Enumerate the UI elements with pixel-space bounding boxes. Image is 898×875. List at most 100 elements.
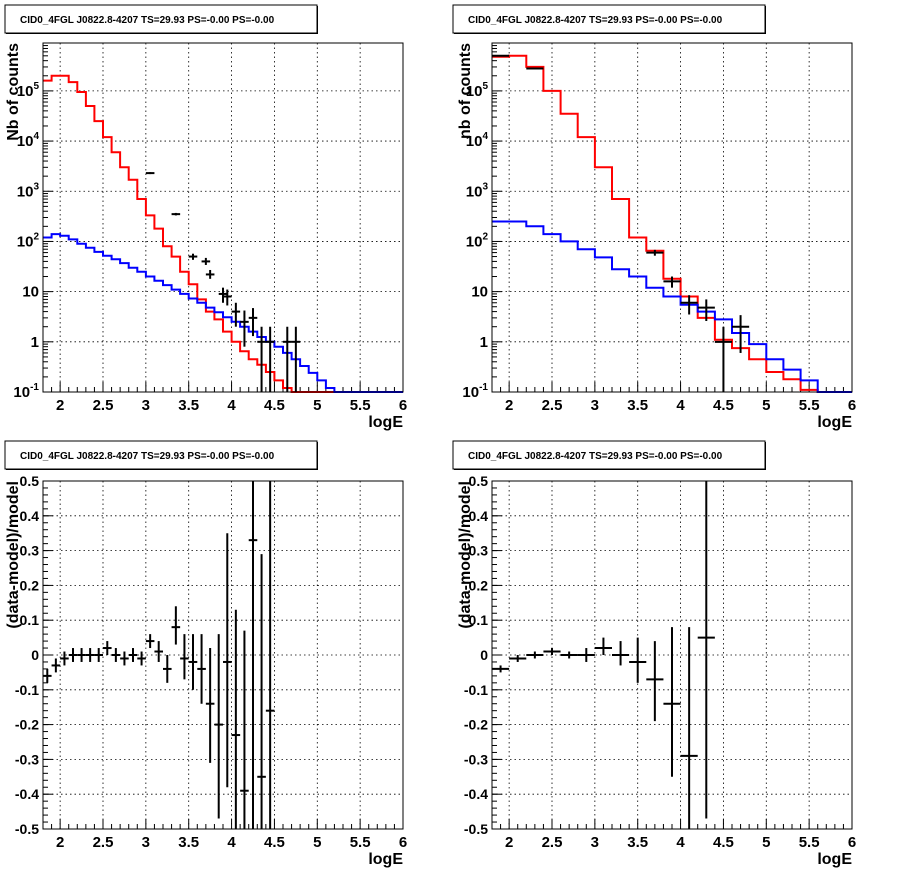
data-point [257,326,266,392]
series-red-step-line [43,74,403,393]
y-axis-label: (data-model)/model [457,481,474,629]
data-point [612,641,630,666]
data-point [732,315,750,353]
data-point [240,310,249,347]
x-tick-label: 5 [762,397,770,414]
title-box [452,440,766,470]
data-point [163,655,172,683]
chart-panel-4: CID0_4FGL J0822.8-4207 TS=29.93 PS=-0.00… [452,440,856,868]
data-point [137,651,146,666]
x-axis-label: logE [368,851,403,868]
x-tick-label: 4 [227,397,236,414]
data-point [629,637,647,683]
y-tick-label: 0.3 [469,543,489,559]
data-point [257,554,266,829]
data-point [680,627,698,829]
data-point [646,249,664,256]
x-tick-label: 3.5 [627,834,648,851]
y-tick-label: 0.3 [20,543,40,559]
y-tick-label: 102 [466,231,489,250]
data-point [94,648,103,662]
data-point [197,634,206,704]
x-tick-label: 3.5 [178,834,199,851]
data-point [223,289,232,306]
x-tick-label: 3 [591,397,599,414]
data-point [43,668,52,683]
x-tick-label: 4.5 [713,397,734,414]
y-tick-label: 0 [480,647,488,663]
x-tick-label: 4.5 [264,397,285,414]
x-tick-label: 5.5 [350,834,371,851]
y-tick-label: 0.2 [469,577,489,593]
x-tick-label: 3.5 [178,397,199,414]
data-point [509,655,527,662]
y-tick-label: 0.1 [20,612,40,628]
x-tick-label: 5 [313,834,321,851]
x-tick-label: 2 [56,834,64,851]
data-point [543,648,561,655]
data-point [145,172,155,175]
y-axis-label: nb of counts [457,43,474,139]
x-tick-label: 2.5 [93,834,114,851]
y-tick-label: 103 [17,181,40,200]
x-tick-label: 3 [142,397,150,414]
data-point [697,299,715,321]
x-tick-label: 3 [142,834,150,851]
chart-title: CID0_4FGL J0822.8-4207 TS=29.93 PS=-0.00… [20,15,275,26]
y-tick-label: 105 [17,81,40,100]
x-tick-label: 2 [56,397,64,414]
plot-frame [491,480,853,830]
y-tick-label: -0.4 [464,786,488,802]
x-tick-label: 5 [313,397,321,414]
plot-frame [42,42,404,393]
chart-title: CID0_4FGL J0822.8-4207 TS=29.93 PS=-0.00… [20,451,275,462]
data-point [265,481,275,829]
y-axis-label: (data-model)/model [5,481,22,629]
data-point [714,326,732,392]
data-point [180,634,189,680]
chart-panel-1: CID0_4FGL J0822.8-4207 TS=29.93 PS=-0.00… [4,4,407,431]
y-tick-label: 0.4 [469,508,489,524]
x-tick-label: 4 [227,834,236,851]
chart-panel-3: CID0_4FGL J0822.8-4207 TS=29.93 PS=-0.00… [4,440,407,868]
data-point [492,665,510,673]
y-tick-label: 1 [31,334,39,351]
chart-title: CID0_4FGL J0822.8-4207 TS=29.93 PS=-0.00… [468,451,723,462]
data-point [188,634,198,690]
chart-panel-2: CID0_4FGL J0822.8-4207 TS=29.93 PS=-0.00… [452,4,856,431]
data-point [205,269,215,279]
data-point [171,606,181,645]
series-blue-step-line [43,233,403,393]
title-box [4,440,318,470]
data-point [103,641,112,655]
series-red-step-line [492,54,852,393]
data-point [526,651,544,659]
y-tick-label: 105 [466,81,489,100]
x-tick-label: 4.5 [713,834,734,851]
data-point [663,276,681,288]
y-tick-label: 10 [22,284,39,301]
data-point [218,287,228,303]
data-point [492,54,510,57]
x-axis-label: logE [817,414,852,431]
data-point [680,295,698,315]
x-tick-label: 3 [591,834,599,851]
y-tick-label: 1 [480,334,488,351]
data-point [240,630,249,829]
x-tick-label: 5 [762,834,770,851]
data-point [231,609,241,829]
x-tick-label: 2.5 [542,834,563,851]
data-point [291,326,301,392]
data-point [145,634,155,649]
data-point [154,641,163,662]
x-tick-label: 6 [848,834,856,851]
y-tick-label: 0.1 [469,612,489,628]
y-tick-label: 102 [17,231,40,250]
data-point [68,648,78,662]
y-tick-label: 0.5 [469,473,489,489]
data-point [120,651,129,666]
x-axis-label: logE [817,851,852,868]
y-tick-label: -0.5 [464,821,488,837]
y-tick-label: 0.2 [20,577,40,593]
